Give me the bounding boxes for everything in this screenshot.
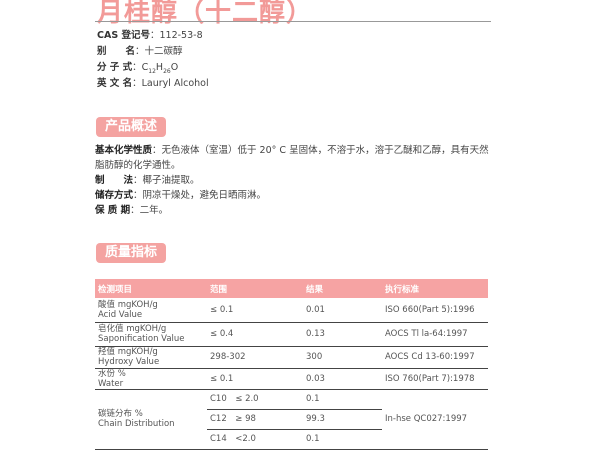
info-cas: CAS 登记号：112-53-8: [97, 30, 203, 41]
table-row: 水份 % Water ≤ 0.1 0.03 ISO 760(Part 7):1978: [95, 368, 488, 390]
info-alias: 别 名：十二碳醇: [97, 46, 183, 57]
table-row: 羟值 mgKOH/g Hydroxy Value 298-302 300 AOCS Cd…: [95, 346, 488, 369]
table-row-chain: C14 <2.0 0.1: [95, 429, 488, 450]
table-row-chain: 碳链分布 % Chain Distribution C10 ≤ 2.0 0.1 In-h…: [95, 389, 488, 450]
section-overview: 产品概述: [96, 117, 166, 137]
table-header: 检测项目 范围 结果 执行标准: [95, 279, 488, 298]
info-english-name: 英 文 名：Lauryl Alcohol: [97, 78, 209, 89]
overview-text: 基本化学性质：无色液体（室温）低于 20° C 呈固体，不溶于水，溶于乙醚和乙醇…: [95, 145, 489, 216]
title-divider: [95, 21, 491, 22]
quality-table: 检测项目 范围 结果 执行标准 酸值 mgKOH/g Acid Value ≤ 0.…: [95, 279, 488, 450]
section-quality: 质量指标: [96, 243, 166, 263]
table-row: 酸值 mgKOH/g Acid Value ≤ 0.1 0.01 ISO 660(Par…: [95, 298, 488, 323]
info-formula: 分 子 式：C12H26O: [97, 62, 179, 75]
page-title: 月桂醇（十二醇）: [97, 0, 314, 28]
table-row-chain: C12 ≥ 98 99.3: [95, 409, 488, 430]
table-row: 皂化值 mgKOH/g Saponification Value ≤ 0.4 0.13…: [95, 322, 488, 347]
